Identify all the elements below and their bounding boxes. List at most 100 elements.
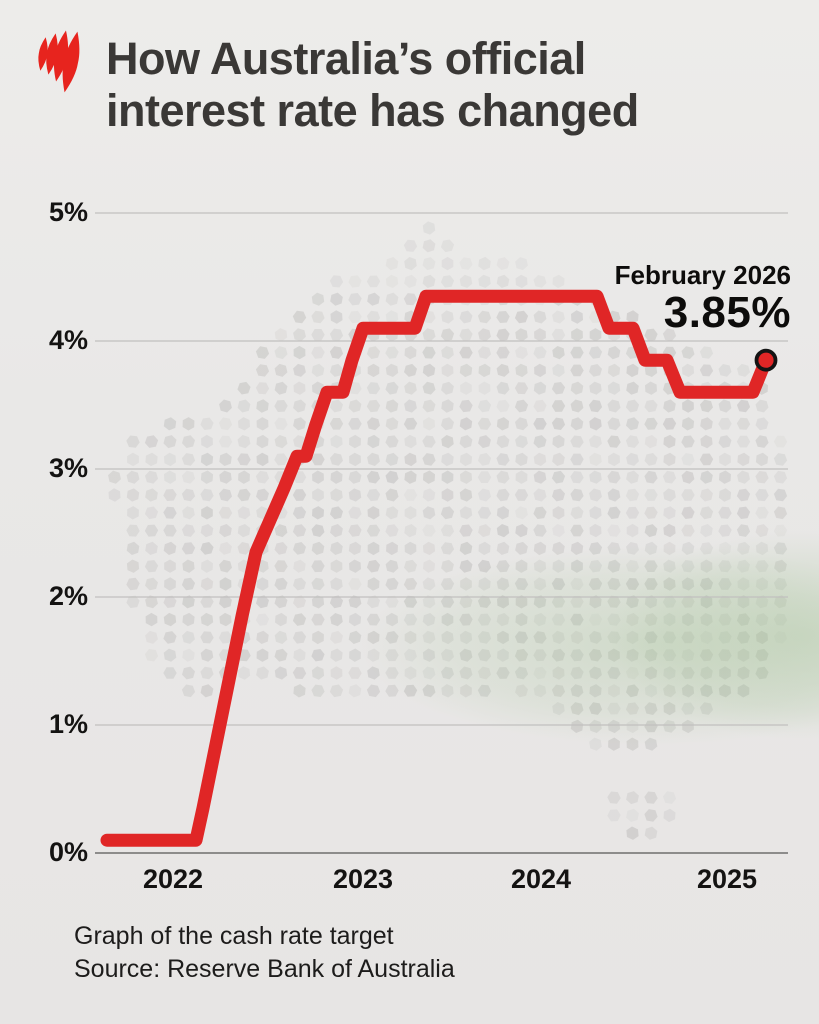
- map-dot: [422, 221, 436, 235]
- map-dot: [773, 506, 788, 520]
- map-dot: [219, 595, 232, 609]
- map-dot: [626, 363, 639, 378]
- map-dot: [570, 381, 584, 395]
- map-dot: [552, 363, 565, 378]
- map-dot: [423, 417, 435, 431]
- map-dot: [459, 417, 473, 431]
- map-dot: [385, 399, 399, 413]
- map-dot: [256, 488, 269, 502]
- map-dot: [293, 345, 306, 360]
- map-dot: [718, 435, 732, 448]
- map-dot: [348, 506, 362, 520]
- map-dot: [607, 809, 621, 822]
- map-dot: [719, 470, 731, 484]
- x-tick-label: 2025: [696, 864, 758, 894]
- map-dot: [144, 560, 159, 573]
- map-dot: [403, 293, 418, 306]
- map-dot: [200, 612, 214, 627]
- map-dot: [367, 541, 380, 556]
- map-dot: [496, 363, 510, 377]
- sbs-logo-blade: [46, 33, 58, 75]
- sbs-logo-icon: [38, 30, 80, 93]
- map-dot: [200, 684, 214, 698]
- map-dot: [311, 310, 325, 324]
- map-dot: [663, 434, 676, 449]
- map-dot: [255, 364, 270, 377]
- title-line-1: How Australia’s official: [106, 33, 586, 84]
- map-dot: [755, 506, 769, 519]
- map-dot: [311, 453, 325, 466]
- map-dot: [700, 524, 713, 538]
- map-dot: [367, 577, 380, 591]
- map-dot: [404, 434, 417, 449]
- map-dot: [533, 275, 547, 288]
- map-dot: [312, 488, 324, 502]
- footer-caption: Graph of the cash rate target: [74, 922, 394, 950]
- map-dot: [422, 239, 436, 253]
- map-dot: [237, 666, 251, 680]
- map-dot: [163, 595, 177, 608]
- map-dot: [440, 524, 455, 537]
- map-dot: [644, 328, 658, 341]
- map-dot: [218, 631, 233, 644]
- map-dot: [274, 577, 288, 591]
- map-dot: [330, 488, 343, 502]
- map-dot: [366, 470, 381, 484]
- map-dot: [644, 791, 658, 804]
- map-dot: [718, 506, 732, 519]
- map-dot: [181, 524, 196, 537]
- map-dot: [644, 363, 658, 377]
- x-tick-label: 2023: [332, 864, 394, 894]
- map-dot: [292, 524, 307, 537]
- map-dot: [700, 434, 713, 449]
- map-dot: [478, 541, 491, 556]
- map-dot: [514, 382, 529, 395]
- map-dot: [551, 382, 566, 395]
- map-dot: [736, 524, 751, 537]
- map-dot: [366, 559, 381, 573]
- map-dot: [200, 542, 214, 555]
- map-dot: [385, 274, 399, 289]
- map-dot: [404, 470, 417, 484]
- map-dot: [514, 399, 529, 413]
- map-dot: [330, 310, 343, 324]
- map-dot: [274, 400, 288, 412]
- map-dot: [681, 417, 695, 431]
- map-dot: [662, 791, 677, 804]
- map-dot: [182, 595, 195, 609]
- map-dot: [626, 826, 639, 840]
- y-tick-label: 0%: [48, 837, 88, 867]
- map-dot: [237, 399, 251, 413]
- chart-footer: Graph of the cash rate target Source: Re…: [74, 920, 455, 986]
- map-dot: [163, 541, 177, 555]
- map-dot: [625, 435, 640, 448]
- map-dot: [404, 524, 417, 538]
- map-dot: [663, 488, 676, 502]
- map-dot: [127, 506, 139, 520]
- map-dot: [422, 381, 436, 395]
- map-dot: [515, 417, 528, 431]
- annotation-date: February 2026: [614, 260, 791, 290]
- map-dot: [459, 541, 473, 555]
- map-dot: [311, 541, 325, 555]
- map-dot: [329, 595, 344, 609]
- map-dot: [625, 488, 640, 502]
- map-dot: [663, 523, 676, 538]
- map-dot: [477, 506, 492, 519]
- map-dot: [719, 452, 731, 467]
- gridlines: [95, 212, 788, 854]
- map-dot: [312, 630, 324, 645]
- map-dot: [699, 346, 714, 359]
- map-dot: [441, 559, 454, 573]
- map-dot: [274, 381, 288, 395]
- map-dot: [533, 541, 547, 556]
- map-dot: [255, 382, 270, 395]
- map-dot: [330, 630, 343, 644]
- map-dot: [274, 560, 288, 573]
- footer-source: Source: Reserve Bank of Australia: [74, 955, 455, 983]
- map-dot: [773, 453, 788, 466]
- map-dot: [552, 346, 565, 360]
- map-dot: [422, 346, 436, 359]
- map-dot: [348, 578, 362, 590]
